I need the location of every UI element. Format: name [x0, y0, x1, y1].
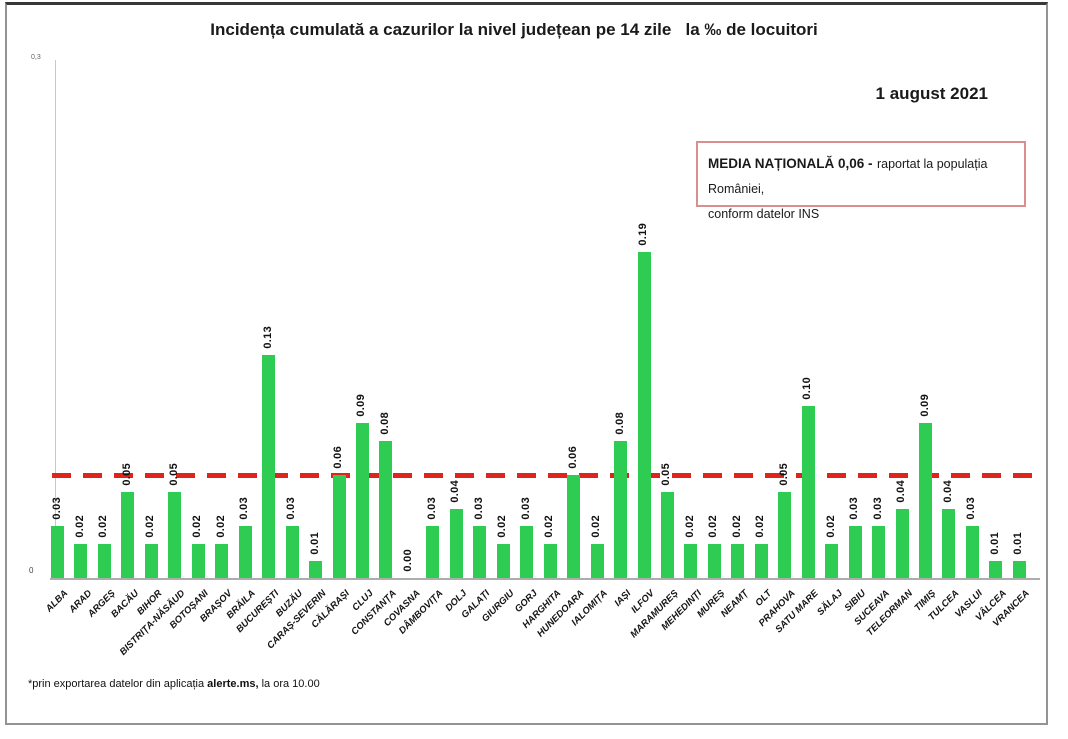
bar [332, 475, 346, 578]
bar-value-label: 0.01 [308, 532, 321, 555]
bar-value-label: 0.02 [144, 515, 157, 538]
bar-value-label: 0.03 [871, 497, 884, 520]
bar [543, 544, 557, 578]
bar [754, 544, 768, 578]
date-label: 1 august 2021 [875, 84, 988, 103]
bar [684, 544, 698, 578]
bar-value-label: 0.02 [824, 515, 837, 538]
bar-value-label: 0.03 [285, 497, 298, 520]
bar [1012, 561, 1026, 578]
bar [872, 526, 886, 578]
footnote-text: *prin exportarea datelor din aplicația [28, 678, 208, 690]
bar [449, 509, 463, 578]
footnote: *prin exportarea datelor din aplicația a… [28, 678, 320, 690]
bar-value-label: 0.05 [777, 463, 790, 486]
y-axis-line [55, 60, 56, 578]
national-average-legend: MEDIA NAȚIONALĂ 0,06 - raportat la popul… [696, 141, 1026, 221]
bar [168, 492, 182, 578]
bar [262, 355, 276, 578]
bar-value-label: 0.01 [988, 532, 1001, 555]
footnote-app-name: alerte.ms, [207, 678, 259, 690]
bar-value-label: 0.02 [496, 515, 509, 538]
y-axis-zero-label: 0 [29, 566, 34, 575]
x-axis-line [50, 578, 1040, 580]
bar [121, 492, 135, 578]
bar [309, 561, 323, 578]
bar-value-label: 0.08 [613, 412, 626, 435]
bar-value-label: 0.02 [73, 515, 86, 538]
bar-value-label: 0.19 [637, 223, 649, 246]
bar-value-label: 0.00 [402, 549, 415, 572]
bar [919, 423, 933, 578]
bar-value-label: 0.02 [754, 515, 767, 538]
bar [848, 526, 862, 578]
bar-value-label: 0.04 [941, 480, 954, 503]
bar-value-label: 0.02 [191, 515, 204, 538]
bar [496, 544, 510, 578]
bar-value-label: 0.08 [378, 412, 391, 435]
bar [731, 544, 745, 578]
bar-value-label: 0.05 [660, 463, 673, 486]
bar-value-label: 0.03 [425, 497, 438, 520]
bar-value-label: 0.03 [50, 497, 63, 520]
bar-value-label: 0.03 [238, 497, 251, 520]
bar [238, 526, 252, 578]
bar [51, 526, 64, 578]
bar-value-label: 0.04 [449, 480, 462, 503]
footnote-time: la ora 10.00 [258, 678, 320, 690]
legend-title: MEDIA NAȚIONALĂ 0,06 - [708, 156, 873, 171]
bar-value-label: 0.09 [918, 394, 931, 417]
bar-value-label: 0.03 [965, 497, 978, 520]
bar-value-label: 0.02 [683, 515, 696, 538]
bar-value-label: 0.01 [1012, 532, 1025, 555]
bar [355, 423, 369, 578]
bar [942, 509, 956, 578]
bar-value-label: 0.05 [120, 463, 133, 486]
bar [989, 561, 1003, 578]
bar-value-label: 0.06 [332, 446, 345, 469]
bar [660, 492, 674, 578]
chart-title: Incidența cumulată a cazurilor la nivel … [210, 20, 818, 39]
bar-value-label: 0.04 [895, 480, 908, 503]
bar [379, 441, 393, 578]
legend-text-line2: conform datelor INS [708, 206, 820, 221]
bar-value-label: 0.09 [355, 394, 368, 417]
national-average-line [52, 473, 1032, 478]
bar-value-label: 0.02 [707, 515, 720, 538]
bar [590, 544, 604, 578]
bar [426, 526, 440, 578]
bar-value-label: 0.13 [261, 326, 274, 349]
bar [965, 526, 979, 578]
bar [637, 252, 651, 578]
legend-text-line1: raportat la populația României, [708, 157, 988, 196]
bar [520, 526, 534, 578]
bar-value-label: 0.03 [519, 497, 532, 520]
bar-value-label: 0.02 [730, 515, 743, 538]
bar [707, 544, 721, 578]
bar [144, 544, 158, 578]
bar-value-label: 0.02 [590, 515, 603, 538]
bar-value-label: 0.06 [566, 446, 579, 469]
bar [285, 526, 299, 578]
y-axis-max-label: 0,3 [31, 54, 41, 61]
bar [567, 475, 581, 578]
bar-value-label: 0.02 [97, 515, 110, 538]
bar-value-label: 0.10 [801, 377, 814, 400]
bar-value-label: 0.03 [472, 497, 485, 520]
bar [895, 509, 909, 578]
bar [614, 441, 628, 578]
bar-value-label: 0.05 [167, 463, 180, 486]
bar [215, 544, 229, 578]
bar [97, 544, 111, 578]
bar-value-label: 0.02 [214, 515, 227, 538]
bar [801, 406, 815, 578]
bar [778, 492, 792, 578]
bar-value-label: 0.02 [543, 515, 556, 538]
bar [191, 544, 205, 578]
bar [473, 526, 487, 578]
bar [825, 544, 839, 578]
bar [74, 544, 88, 578]
bar-value-label: 0.03 [848, 497, 861, 520]
